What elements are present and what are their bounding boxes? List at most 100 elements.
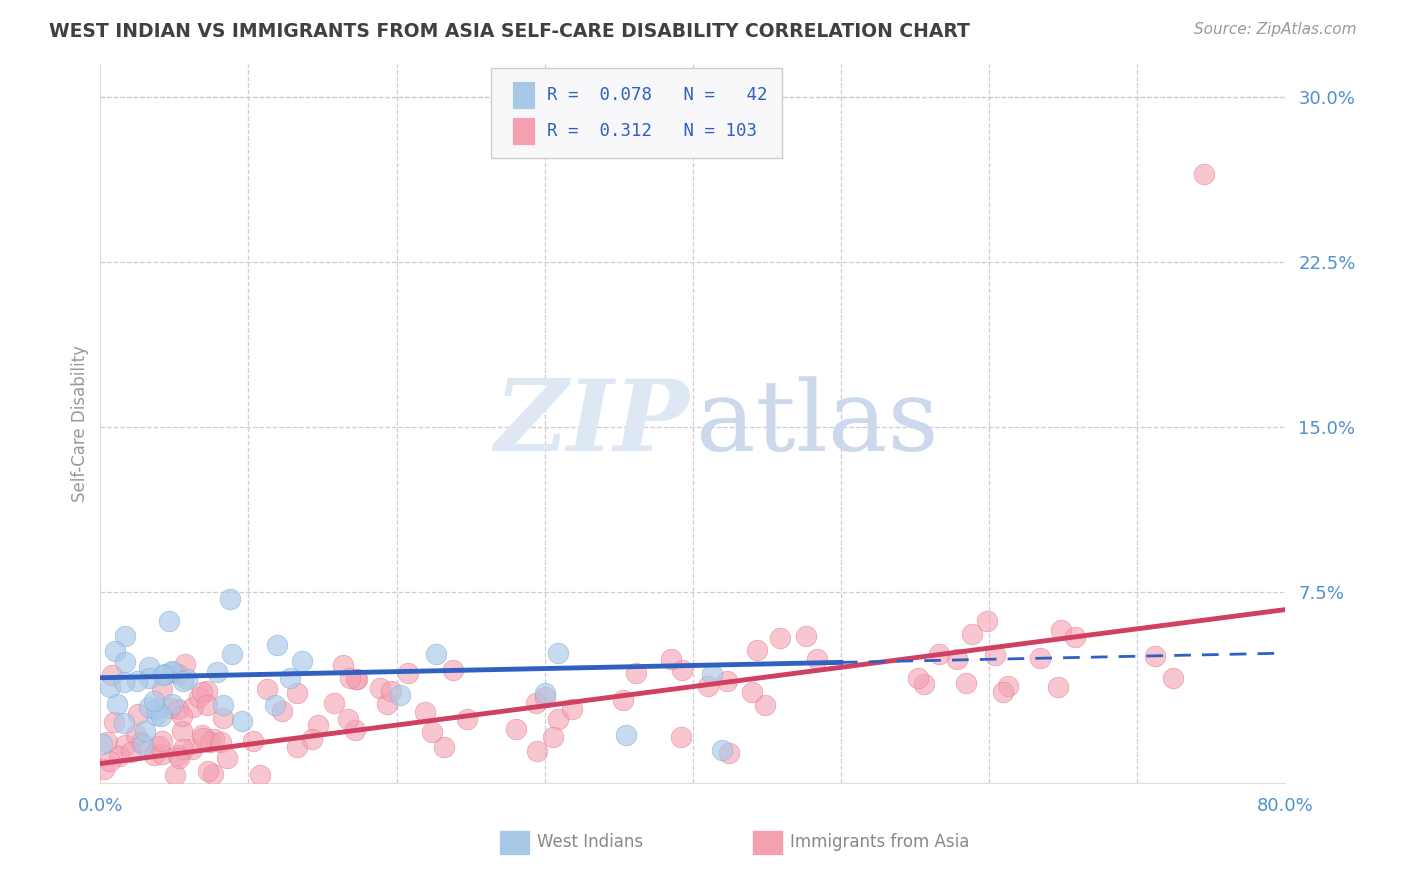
Bar [512,117,536,145]
Point [415,706,437,720]
Point [145,707,167,722]
Point [149,708,172,723]
Point [1029,651,1052,665]
Point [264,698,287,712]
Point [167,702,190,716]
Point [134,723,156,738]
Point [425,648,447,662]
Point [193,731,215,745]
Point [112,675,135,690]
Point [456,712,478,726]
Point [160,664,183,678]
Point [157,614,180,628]
Point [172,724,194,739]
Point [209,734,232,748]
Point [202,732,225,747]
Point [505,722,527,736]
Point [201,766,224,780]
Point [93,763,115,777]
Point [336,712,359,726]
Point [152,667,174,681]
Point [190,728,212,742]
Point [150,733,173,747]
Point [91,738,114,752]
Point [433,740,456,755]
Point [104,644,127,658]
Point [160,665,183,680]
Point [716,674,738,689]
Point [997,680,1019,694]
Point [142,748,165,763]
Point [769,631,792,645]
Point [346,673,368,687]
Point [215,751,238,765]
Point [1049,623,1071,637]
Point [103,714,125,729]
Point [166,666,188,681]
Point [114,655,136,669]
Point [912,677,935,691]
Point [741,684,763,698]
Point [671,663,693,677]
Point [287,739,309,754]
Point [322,696,344,710]
Point [212,698,235,712]
Point [388,688,411,702]
Point [794,630,817,644]
Point [806,652,828,666]
Point [711,743,734,757]
Point [547,712,569,726]
Point [420,724,443,739]
Point [138,700,160,714]
Text: R =  0.312   N = 103: R = 0.312 N = 103 [547,122,756,140]
Text: ZIP: ZIP [495,376,689,472]
Point [747,642,769,657]
Point [181,699,204,714]
Point [107,748,129,763]
Point [219,591,242,606]
Point [945,652,967,666]
Point [98,681,121,695]
Point [624,666,647,681]
Point [696,679,718,693]
Point [955,675,977,690]
Point [96,734,118,748]
Point [976,615,998,629]
Text: Source: ZipAtlas.com: Source: ZipAtlas.com [1194,22,1357,37]
Text: WEST INDIAN VS IMMIGRANTS FROM ASIA SELF-CARE DISABILITY CORRELATION CHART: WEST INDIAN VS IMMIGRANTS FROM ASIA SELF… [49,22,970,41]
Point [129,735,152,749]
Point [165,767,187,781]
Point [524,696,547,710]
Point [1163,671,1185,685]
Point [960,627,983,641]
Point [983,648,1005,662]
Point [1063,630,1085,644]
Point [256,682,278,697]
Point [125,728,148,742]
Point [172,742,194,756]
Point [105,697,128,711]
Bar [512,80,536,110]
Text: Immigrants from Asia: Immigrants from Asia [790,833,970,851]
Point [191,684,214,698]
Point [669,731,692,745]
Point [718,746,741,760]
Point [659,652,682,666]
Point [396,665,419,680]
Point [344,672,367,686]
Point [612,692,634,706]
Point [907,671,929,685]
Point [242,733,264,747]
Point [266,638,288,652]
Point [1046,680,1069,694]
Point [533,690,555,704]
Point [138,659,160,673]
Y-axis label: Self-Care Disability: Self-Care Disability [72,345,89,502]
Point [145,702,167,716]
Point [176,672,198,686]
Point [150,681,173,696]
Point [153,666,176,681]
Point [200,735,222,749]
Point [187,690,209,704]
Point [1144,648,1167,663]
